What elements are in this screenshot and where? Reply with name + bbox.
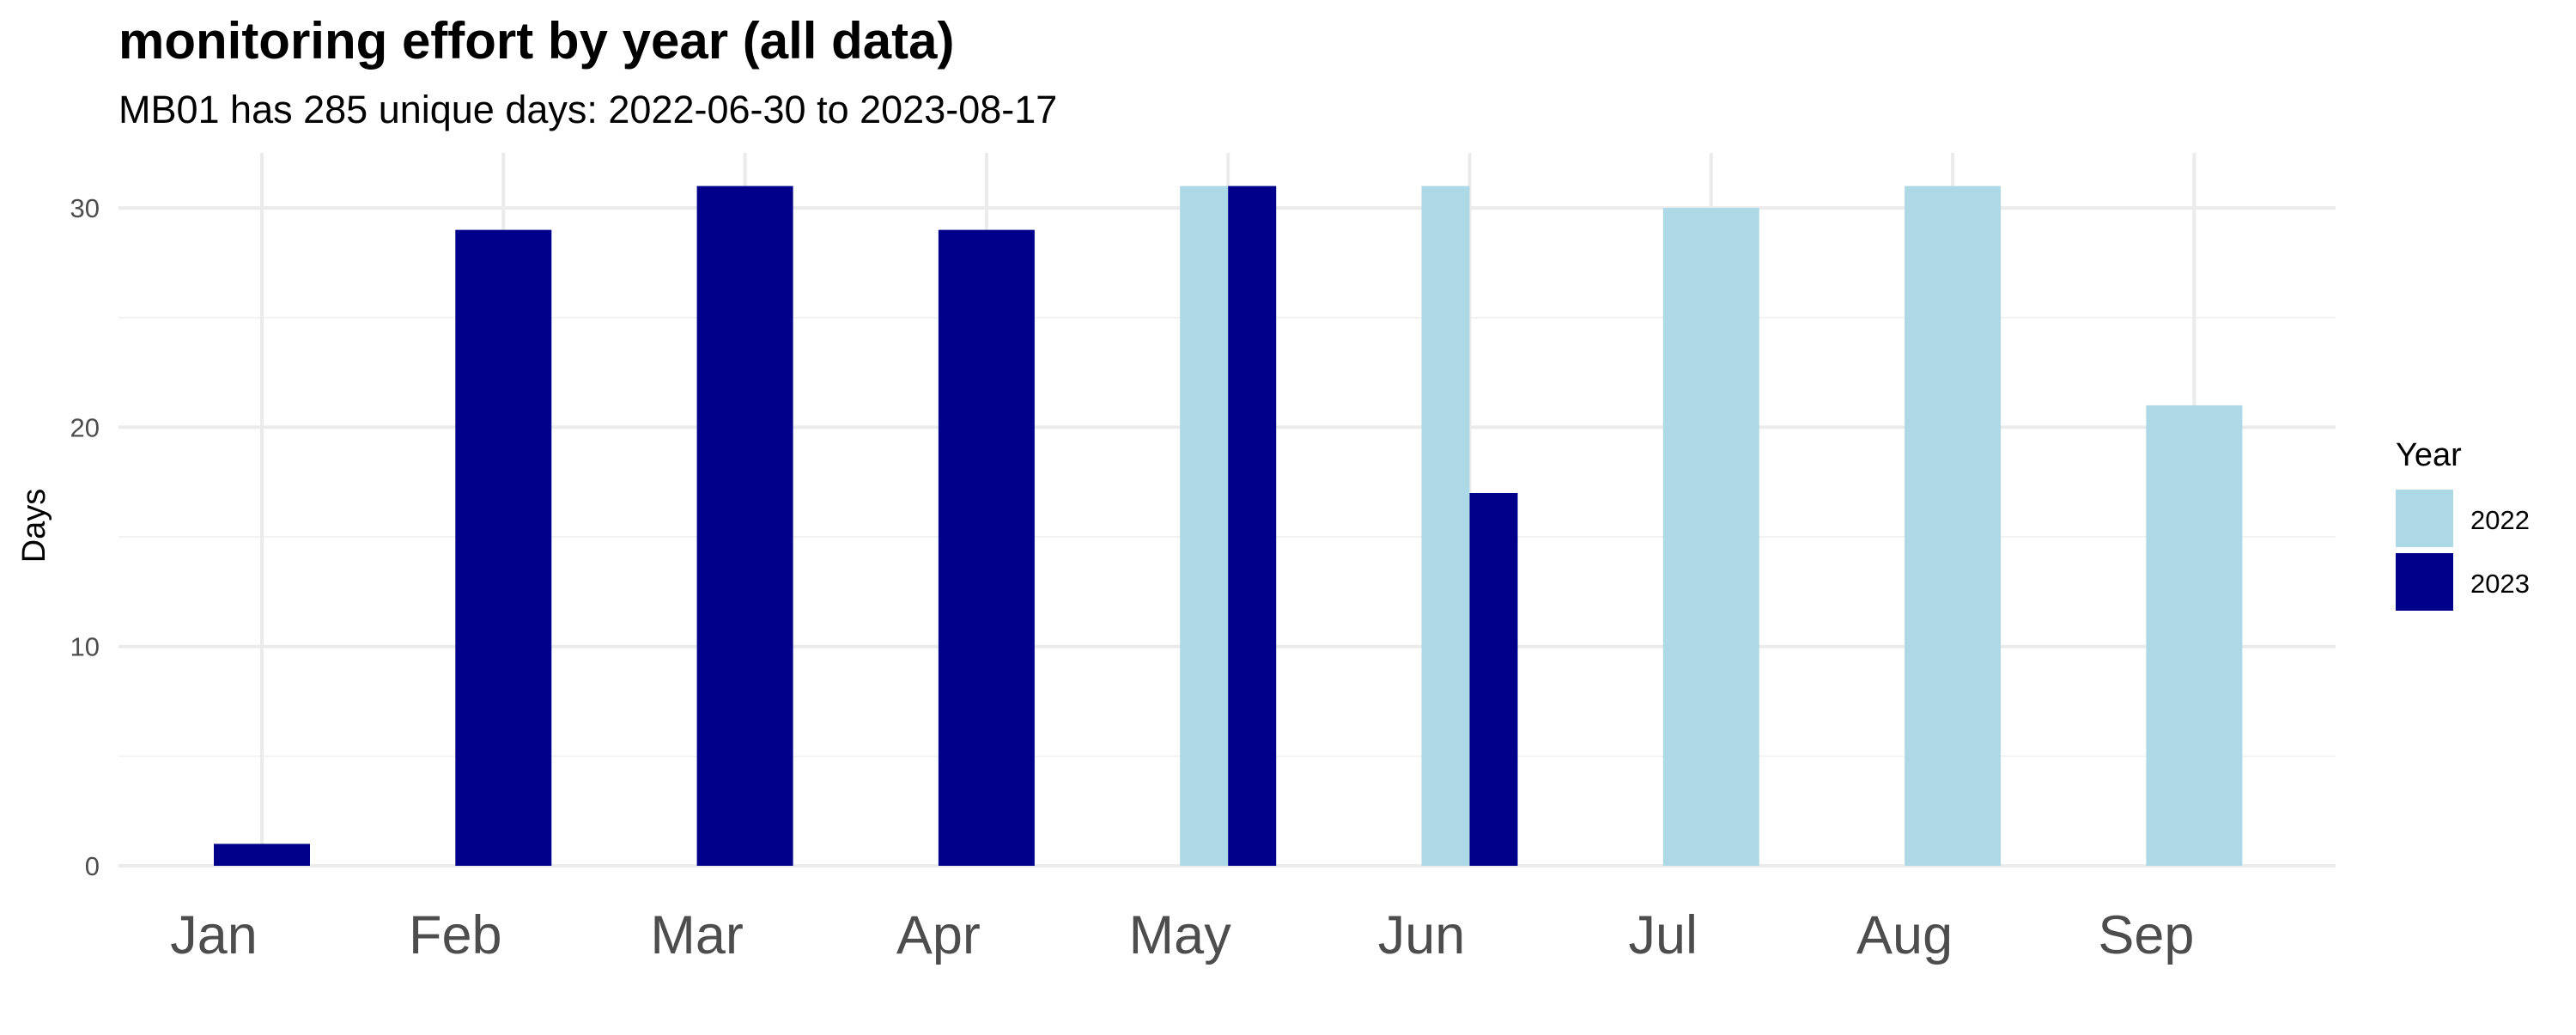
bar-2022-sep bbox=[2146, 405, 2243, 866]
legend-title: Year bbox=[2396, 437, 2462, 473]
legend-key-2022 bbox=[2396, 490, 2453, 547]
x-tick-label: Jul bbox=[1629, 905, 1698, 965]
legend-key-2023 bbox=[2396, 553, 2453, 611]
bar-2023-jan bbox=[214, 843, 310, 866]
x-tick-label: Jan bbox=[170, 905, 258, 965]
bar-2023-may bbox=[1228, 186, 1277, 866]
bar-2023-jun bbox=[1469, 492, 1518, 866]
x-tick-label: Mar bbox=[650, 905, 744, 965]
bar-2022-may bbox=[1180, 186, 1229, 866]
legend-label-2022: 2022 bbox=[2470, 505, 2530, 535]
y-tick-label: 0 bbox=[85, 851, 100, 881]
y-tick-label: 10 bbox=[70, 632, 100, 662]
axis-ticks: 0 10 20 30 Jan Feb Mar Apr May Jun Jul Aug Sep bbox=[70, 193, 2195, 965]
x-tick-label: Jun bbox=[1378, 905, 1466, 965]
bar-2022-jun bbox=[1421, 186, 1470, 866]
legend: Year 2022 2023 bbox=[2396, 437, 2530, 611]
bar-2022-aug bbox=[1905, 186, 2002, 866]
x-tick-label: Sep bbox=[2098, 905, 2194, 965]
x-tick-label: May bbox=[1129, 905, 1232, 965]
chart-subtitle: MB01 has 285 unique days: 2022-06-30 to … bbox=[118, 88, 1057, 131]
bar-2022-jul bbox=[1662, 208, 1759, 867]
x-tick-label: Apr bbox=[896, 905, 981, 965]
bars bbox=[214, 186, 2243, 867]
legend-label-2023: 2023 bbox=[2470, 569, 2530, 599]
y-tick-label: 20 bbox=[70, 412, 100, 442]
bar-2023-feb bbox=[455, 229, 552, 866]
y-axis-label: Days bbox=[16, 489, 52, 563]
x-tick-label: Feb bbox=[409, 905, 502, 965]
y-tick-label: 30 bbox=[70, 193, 100, 223]
bar-2023-mar bbox=[696, 186, 793, 866]
x-tick-label: Aug bbox=[1856, 905, 1953, 965]
chart-title: monitoring effort by year (all data) bbox=[118, 12, 954, 70]
bar-2023-apr bbox=[938, 229, 1035, 866]
